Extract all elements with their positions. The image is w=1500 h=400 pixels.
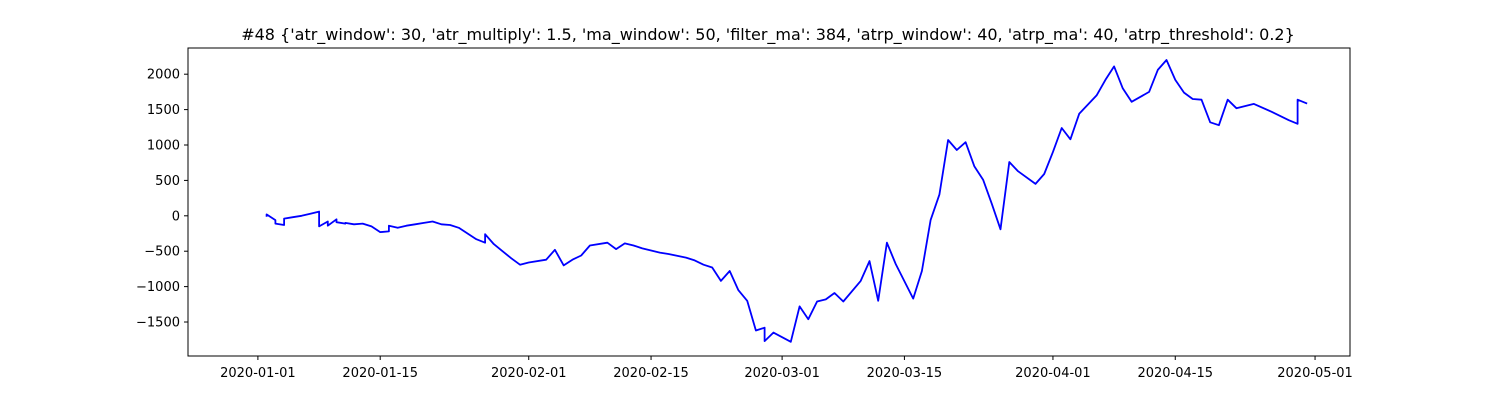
y-tick-label: −500 [144,245,180,260]
y-tick-label: −1000 [136,280,180,295]
x-tick-label: 2020-01-15 [342,366,418,381]
x-tick-label: 2020-02-01 [491,366,567,381]
series-line-0 [265,59,1308,343]
x-tick-label: 2020-04-15 [1137,366,1213,381]
x-tick-label: 2020-02-15 [613,366,689,381]
y-tick-label: 1500 [147,103,180,118]
x-tick-label: 2020-03-15 [867,366,943,381]
y-tick-label: 1000 [147,139,180,154]
y-tick-label: 500 [155,174,180,189]
y-tick-label: −1500 [136,316,180,331]
plot-frame [187,47,1351,357]
x-tick-label: 2020-01-01 [220,366,296,381]
x-tick-label: 2020-04-01 [1015,366,1091,381]
y-tick-label: 2000 [147,68,180,83]
plot-area [265,59,1308,343]
chart-title: #48 {'atr_window': 30, 'atr_multiply': 1… [241,25,1295,45]
x-tick-label: 2020-05-01 [1277,366,1353,381]
axes: 2020-01-01 2020-01-15 2020-02-01 2020-02-15… [136,47,1353,381]
y-tick-label: 0 [172,209,180,224]
x-tick-label: 2020-03-01 [744,366,820,381]
